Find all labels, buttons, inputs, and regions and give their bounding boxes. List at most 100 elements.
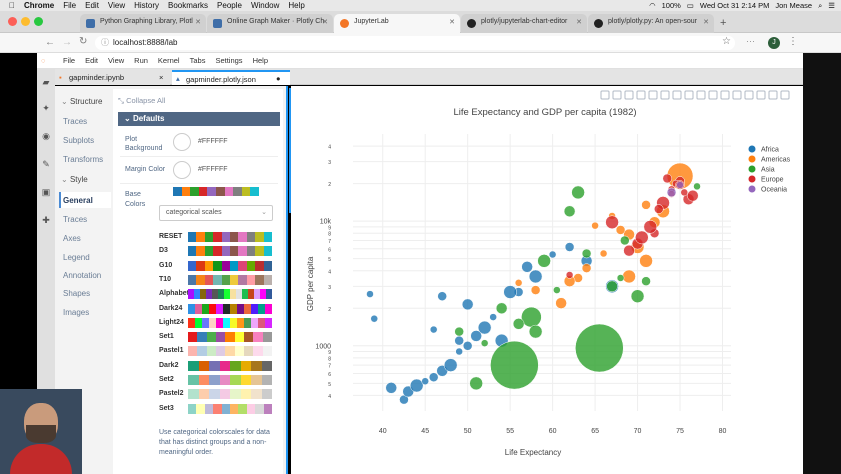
nav-axes[interactable]: Axes xyxy=(63,234,81,243)
tabs-icon[interactable]: ▣ xyxy=(41,187,51,197)
nav-general[interactable]: General xyxy=(63,196,93,205)
menu-bookmarks[interactable]: Bookmarks xyxy=(162,1,208,10)
search-icon[interactable]: ⌕ xyxy=(818,0,823,10)
palette-icon[interactable]: ◉ xyxy=(42,131,50,141)
running-icon[interactable]: ✦ xyxy=(42,103,50,113)
jmenu-view[interactable]: View xyxy=(108,56,125,65)
nav-shapes[interactable]: Shapes xyxy=(63,289,91,298)
structure-header[interactable]: ⌄ Structure xyxy=(61,97,102,106)
colorscale-name[interactable]: Light24 xyxy=(159,318,184,326)
doc-tab-notebook[interactable]: ▪ gapminder.ipynb × xyxy=(55,70,170,85)
close-icon[interactable]: ✕ xyxy=(576,19,582,26)
user-name[interactable]: Jon Mease xyxy=(775,1,813,10)
colorscale-swatch[interactable] xyxy=(188,389,272,400)
nav-legend[interactable]: Legend xyxy=(63,253,90,262)
colorscale-name[interactable]: G10 xyxy=(159,261,173,269)
colorscale-name[interactable]: RESET xyxy=(159,233,183,240)
extension-puzzle-icon[interactable]: ✚ xyxy=(42,215,50,225)
colorscale-name[interactable]: Pastel2 xyxy=(159,390,184,398)
nav-annotation[interactable]: Annotation xyxy=(63,271,102,280)
browser-tab[interactable]: Online Graph Maker · Plotly Ch ✕ xyxy=(207,14,333,33)
browser-tab[interactable]: plotly/plotly.py: An open-sour ✕ xyxy=(588,14,714,33)
apple-icon[interactable]:  xyxy=(9,1,15,10)
colorscale-swatch[interactable] xyxy=(188,289,272,300)
colorscale-name[interactable]: Alphabet xyxy=(159,290,189,298)
nav-style-traces[interactable]: Traces xyxy=(63,215,88,224)
colorscale-name[interactable]: Dark2 xyxy=(159,361,179,369)
colorscale-swatch[interactable] xyxy=(188,246,273,257)
jmenu-kernel[interactable]: Kernel xyxy=(157,56,180,65)
menu-edit[interactable]: Edit xyxy=(79,1,99,10)
colorscale-name[interactable]: Set2 xyxy=(159,376,174,383)
reload-icon[interactable]: ↻ xyxy=(79,36,88,47)
jmenu-run[interactable]: Run xyxy=(134,56,148,65)
nav-images[interactable]: Images xyxy=(63,308,90,317)
nav-transforms[interactable]: Transforms xyxy=(63,155,104,164)
close-icon[interactable]: ✕ xyxy=(322,19,328,26)
margin-color-swatch[interactable] xyxy=(173,161,191,179)
zoom-window-button[interactable] xyxy=(34,17,43,26)
colorscale-swatch[interactable] xyxy=(188,332,272,343)
colorscale-swatch[interactable] xyxy=(188,346,272,357)
colorscale-name[interactable]: D3 xyxy=(159,247,168,255)
menu-history[interactable]: History xyxy=(128,1,159,10)
colorscale-name[interactable]: Set3 xyxy=(159,404,174,412)
colorscale-swatch[interactable] xyxy=(188,260,273,271)
close-icon[interactable]: ✕ xyxy=(195,19,201,26)
browser-tab[interactable]: Python Graphing Library, Plotl ✕ xyxy=(80,14,206,33)
profile-avatar[interactable]: J xyxy=(768,37,780,49)
wifi-icon[interactable]: ◠ xyxy=(649,1,656,10)
extension-icon[interactable]: ⋯ xyxy=(746,36,755,46)
close-icon[interactable]: × xyxy=(159,73,164,82)
colorscale-swatch[interactable] xyxy=(188,232,273,242)
plot-background-swatch[interactable] xyxy=(173,133,191,151)
jmenu-file[interactable]: File xyxy=(63,56,76,65)
close-window-button[interactable] xyxy=(8,17,17,26)
colorscale-swatch[interactable] xyxy=(188,360,272,371)
colorscale-name[interactable]: Dark24 xyxy=(159,304,183,312)
menu-help[interactable]: Help xyxy=(282,1,304,10)
defaults-section-header[interactable]: ⌄ Defaults xyxy=(118,112,280,126)
colorscale-name[interactable]: Set1 xyxy=(159,333,174,341)
close-icon[interactable]: ✕ xyxy=(449,19,455,26)
wrench-icon[interactable]: ✎ xyxy=(42,159,50,169)
kebab-menu-icon[interactable]: ⋮ xyxy=(788,36,798,47)
jmenu-edit[interactable]: Edit xyxy=(85,56,99,65)
forward-arrow-icon[interactable]: → xyxy=(62,37,72,48)
jmenu-settings[interactable]: Settings xyxy=(215,56,243,65)
info-icon[interactable]: ⓘ xyxy=(101,38,109,47)
doc-tab-json[interactable]: ▴ gapminder.plotly.json ● xyxy=(172,70,290,85)
menu-file[interactable]: File xyxy=(57,1,76,10)
colorscale-swatch[interactable] xyxy=(188,303,272,314)
clock[interactable]: Wed Oct 31 2:14 PM xyxy=(699,1,770,10)
menu-people[interactable]: People xyxy=(211,1,242,10)
colorscale-swatch[interactable] xyxy=(188,317,272,328)
browser-tab-active[interactable]: JupyterLab ✕ xyxy=(334,14,460,33)
colorscale-name[interactable]: Pastel1 xyxy=(159,347,184,355)
colorscale-swatch[interactable] xyxy=(188,274,273,285)
app-menu[interactable]: Chrome xyxy=(18,1,54,10)
nav-traces[interactable]: Traces xyxy=(63,117,88,126)
jmenu-help[interactable]: Help xyxy=(252,56,268,65)
style-header[interactable]: ⌄ Style xyxy=(61,175,88,184)
plot-background-value[interactable]: #FFFFFF xyxy=(198,138,228,145)
margin-color-value[interactable]: #FFFFFF xyxy=(198,166,228,173)
browser-tab[interactable]: plotly/jupyterlab-chart-editor ✕ xyxy=(461,14,587,33)
back-arrow-icon[interactable]: ← xyxy=(45,37,55,48)
bookmark-star-icon[interactable]: ☆ xyxy=(722,36,731,47)
colorscale-swatch[interactable] xyxy=(188,403,273,414)
collapse-all-button[interactable]: ⤡ Collapse All xyxy=(118,96,165,106)
resize-handle[interactable] xyxy=(289,88,291,213)
nav-subplots[interactable]: Subplots xyxy=(63,136,95,145)
colorscale-type-dropdown[interactable]: categorical scales ⌄ xyxy=(159,205,273,221)
battery-percent[interactable]: 100% xyxy=(661,1,681,10)
jmenu-tabs[interactable]: Tabs xyxy=(189,56,206,65)
menu-icon[interactable]: ☰ xyxy=(828,1,835,10)
base-colors-swatch[interactable] xyxy=(173,187,259,196)
colorscale-swatch[interactable] xyxy=(188,375,272,385)
url-field[interactable]: ⓘ localhost:8888/lab xyxy=(95,36,735,50)
menu-view[interactable]: View xyxy=(101,1,125,10)
minimize-window-button[interactable] xyxy=(21,17,30,26)
colorscale-name[interactable]: T10 xyxy=(159,275,172,283)
close-icon[interactable]: ✕ xyxy=(703,19,709,26)
